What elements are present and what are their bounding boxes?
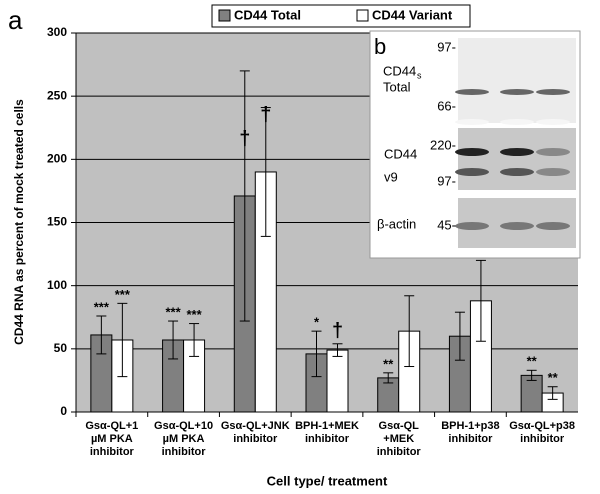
blot-band [455,222,489,230]
annotation: † [332,320,343,342]
x-tick-label: BPH-1+MEK inhibitor [295,420,359,445]
blot-band [536,89,570,95]
mw-marker: 220- [430,137,456,152]
blot-band [500,222,534,230]
annotation: ** [527,354,538,369]
y-tick-label: 100 [47,278,67,292]
blot-label: β-actin [377,216,416,231]
blot-band [536,168,570,176]
y-tick-label: 200 [47,152,67,166]
y-tick-label: 50 [54,341,68,355]
mw-marker: 97- [437,173,456,188]
y-tick-label: 300 [47,25,67,39]
annotation: *** [165,304,181,319]
blot-label: s [417,70,422,80]
blot-band [500,89,534,95]
x-tick-label: Gsα-QL+10 µM PKA inhibitor [154,420,214,458]
legend-label: CD44 Variant [372,7,453,22]
blot-band [536,148,570,156]
panel-label: b [374,34,386,59]
legend-label: CD44 Total [234,7,301,22]
x-tick-label: Gsα-QL +MEK inhibitor [376,420,421,458]
blot-band [455,168,489,176]
blot-band [455,89,489,95]
annotation: *** [186,307,202,322]
blot-band [536,222,570,230]
y-tick-label: 150 [47,215,67,229]
blot-label: Total [383,79,411,94]
mw-marker: 45- [437,217,456,232]
legend-swatch [356,9,369,22]
mw-marker: 97- [437,39,456,54]
annotation: * [314,315,320,330]
blot-band [500,119,534,125]
annotation: *** [94,299,110,314]
x-axis-label: Cell type/ treatment [267,473,388,488]
blot-band [455,119,489,125]
blot-band [500,148,534,156]
bar [326,349,349,413]
x-tick-label: Gsα-QL+p38 inhibitor [509,420,576,445]
legend-box [211,4,471,28]
mw-marker: 66- [437,98,456,113]
y-axis-label: CD44 RNA as percent of mock treated cell… [12,99,26,345]
y-tick-label: 250 [47,88,67,102]
blot-label: v9 [384,169,398,184]
annotation: *** [115,287,131,302]
blot [458,128,576,190]
blot-band [536,119,570,125]
annotation: † [239,128,250,150]
blot-band [500,168,534,176]
blot [458,38,576,123]
annotation: † [260,104,271,126]
blot-band [455,148,489,156]
panel-label: a [8,5,23,35]
x-tick-label: BPH-1+p38 inhibitor [441,420,500,445]
annotation: ** [548,370,559,385]
y-tick-label: 0 [60,404,67,418]
legend-swatch [218,9,231,22]
blot-label: CD44 [384,146,417,161]
annotation: ** [383,356,394,371]
blot-label: CD44 [383,63,416,78]
x-tick-label: Gsα-QL+1 µM PKA inhibitor [85,420,139,458]
x-tick-label: Gsα-QL+JNK inhibitor [220,420,290,445]
